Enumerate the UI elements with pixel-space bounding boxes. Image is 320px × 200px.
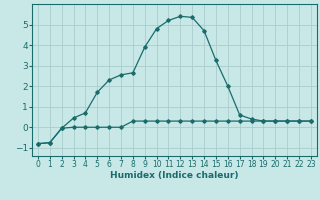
X-axis label: Humidex (Indice chaleur): Humidex (Indice chaleur): [110, 171, 239, 180]
